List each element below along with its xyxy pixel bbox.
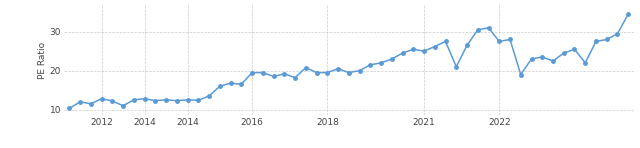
Y-axis label: PE Ratio: PE Ratio — [38, 41, 47, 78]
